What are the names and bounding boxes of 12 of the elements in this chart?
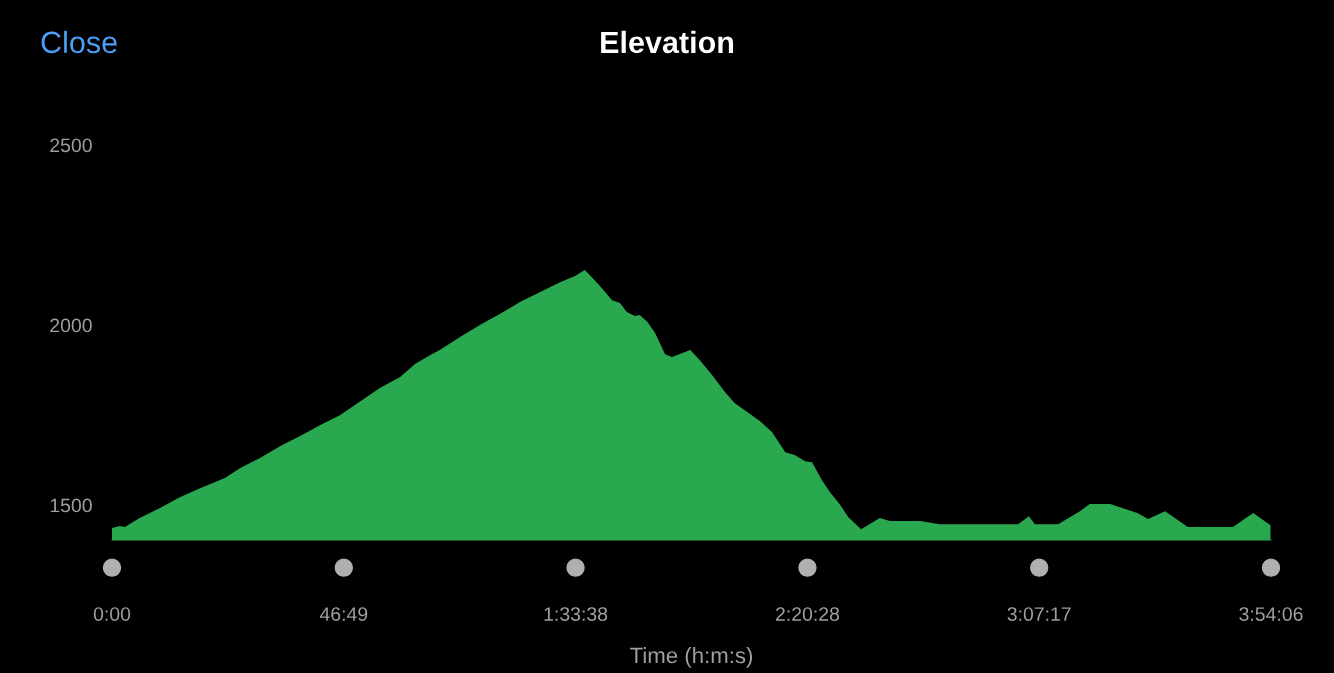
text: Close	[41, 30, 117, 54]
x-tick-label: 2:20:28	[775, 607, 840, 621]
x-tick-label: 1:33:38	[544, 607, 608, 621]
chart-title: Elevation	[601, 30, 734, 54]
y-tick-label: 2500	[50, 138, 92, 153]
x-tick-label: 3:54:06	[1239, 607, 1303, 621]
y-tick-label: 2000	[50, 318, 92, 333]
x-tick-label: 46:49	[319, 607, 368, 621]
x-axis-title: Time (h:m:s)	[630, 647, 753, 668]
x-tick-label: 3:07:17	[1007, 607, 1071, 621]
x-tick-label: 0:00	[93, 607, 131, 621]
y-tick-label: 1500	[50, 498, 92, 513]
